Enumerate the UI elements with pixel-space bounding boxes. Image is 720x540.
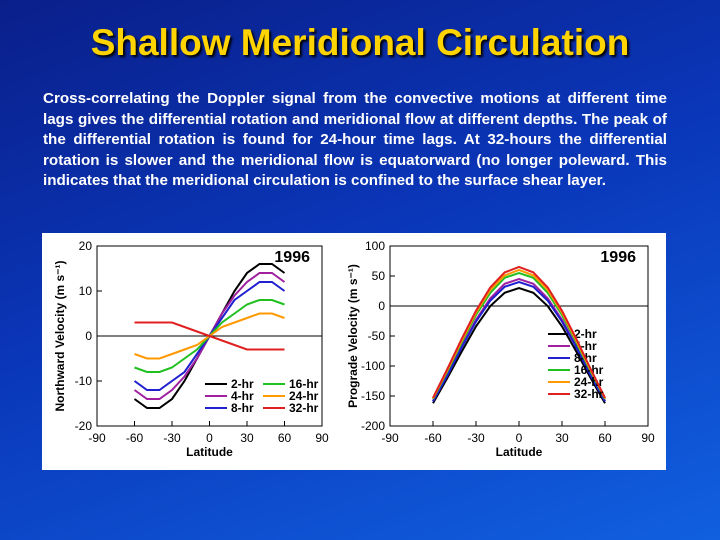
legend-label: 2-hr — [574, 327, 597, 341]
x-tick-label: -30 — [163, 431, 181, 445]
x-tick-label: 30 — [555, 431, 569, 445]
y-tick-label: -10 — [75, 374, 93, 388]
annotation: 1996 — [274, 249, 310, 266]
y-tick-label: 0 — [85, 329, 92, 343]
x-tick-label: 0 — [516, 431, 523, 445]
x-tick-label: 60 — [278, 431, 292, 445]
legend-label: 32-hr — [289, 401, 319, 415]
x-tick-label: 30 — [240, 431, 254, 445]
x-tick-label: 60 — [598, 431, 612, 445]
x-tick-label: -60 — [424, 431, 442, 445]
x-tick-label: -90 — [88, 431, 106, 445]
legend-label: 32-hr — [574, 387, 604, 401]
legend-label: 16-hr — [289, 377, 319, 391]
x-tick-label: -90 — [381, 431, 399, 445]
series-line — [432, 286, 606, 404]
legend-label: 4-hr — [231, 389, 254, 403]
y-tick-label: 100 — [365, 239, 385, 253]
series-line — [432, 280, 606, 402]
slide-title: Shallow Meridional Circulation — [90, 22, 630, 63]
series-line — [134, 321, 285, 351]
y-tick-label: -100 — [361, 359, 385, 373]
legend-label: 2-hr — [231, 377, 254, 391]
legend-label: 8-hr — [231, 401, 254, 415]
y-tick-label: -20 — [75, 419, 93, 433]
series-line — [432, 265, 606, 399]
annotation: 1996 — [600, 249, 636, 266]
y-tick-label: -50 — [368, 329, 386, 343]
legend-label: 16-hr — [574, 363, 604, 377]
panel-background — [42, 233, 666, 470]
y-axis-label: Prograde Velocity (m s⁻¹) — [346, 264, 360, 408]
x-axis-label: Latitude — [496, 445, 543, 459]
x-tick-label: -30 — [467, 431, 485, 445]
x-tick-label: 90 — [641, 431, 655, 445]
legend-label: 24-hr — [289, 389, 319, 403]
y-tick-label: 20 — [79, 239, 93, 253]
x-tick-label: 90 — [315, 431, 329, 445]
y-tick-label: 0 — [378, 299, 385, 313]
y-tick-label: -150 — [361, 389, 385, 403]
y-axis-label: Northward Velocity (m s⁻¹) — [53, 260, 67, 411]
slide-body: Cross-correlating the Doppler signal fro… — [43, 90, 667, 189]
x-axis-label: Latitude — [186, 445, 233, 459]
y-tick-label: 10 — [79, 284, 93, 298]
x-tick-label: -60 — [126, 431, 144, 445]
y-tick-label: 50 — [372, 269, 386, 283]
x-tick-label: 0 — [206, 431, 213, 445]
y-tick-label: -200 — [361, 419, 385, 433]
